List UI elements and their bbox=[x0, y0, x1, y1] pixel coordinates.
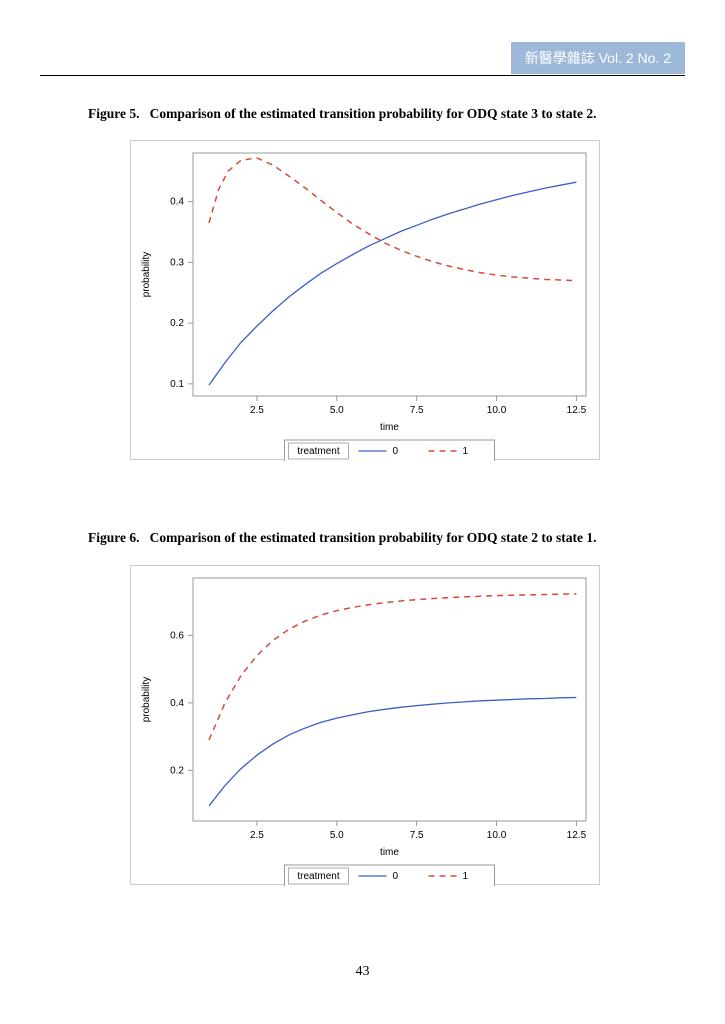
svg-text:0.2: 0.2 bbox=[170, 765, 184, 776]
figure-6-caption: Figure 6. Comparison of the estimated tr… bbox=[88, 530, 596, 546]
svg-text:probability: probability bbox=[141, 677, 152, 723]
svg-text:0.4: 0.4 bbox=[170, 698, 184, 709]
svg-text:0.3: 0.3 bbox=[170, 257, 184, 268]
page-number: 43 bbox=[0, 964, 725, 980]
svg-text:0.6: 0.6 bbox=[170, 630, 184, 641]
header-rule bbox=[40, 75, 685, 76]
svg-text:time: time bbox=[380, 847, 399, 858]
svg-text:2.5: 2.5 bbox=[250, 405, 264, 416]
svg-text:0.2: 0.2 bbox=[170, 318, 184, 329]
figure-title: Comparison of the estimated transition p… bbox=[150, 530, 597, 545]
journal-header-badge: 新醫學雜誌 Vol. 2 No. 2 bbox=[511, 42, 685, 74]
svg-text:12.5: 12.5 bbox=[567, 830, 587, 841]
journal-title-cjk: 新醫學雜誌 bbox=[525, 50, 595, 66]
svg-text:0: 0 bbox=[393, 871, 399, 882]
svg-text:1: 1 bbox=[463, 446, 469, 457]
svg-text:probability: probability bbox=[141, 252, 152, 298]
svg-text:1: 1 bbox=[463, 871, 469, 882]
figure-5-caption: Figure 5. Comparison of the estimated tr… bbox=[88, 106, 596, 122]
svg-text:10.0: 10.0 bbox=[487, 830, 507, 841]
figure-5-chart: 0.1 0.2 0.3 0.4 2.5 5.0 7.5 10.0 12.5 probability… bbox=[130, 140, 600, 460]
figure-number: Figure 5. bbox=[88, 106, 140, 121]
figure-6-chart: 0.2 0.4 0.6 2.5 5.0 7.5 10.0 12.5 probability tim… bbox=[130, 565, 600, 885]
svg-text:treatment: treatment bbox=[297, 446, 339, 457]
svg-text:2.5: 2.5 bbox=[250, 830, 264, 841]
figure-number: Figure 6. bbox=[88, 530, 140, 545]
figure-title: Comparison of the estimated transition p… bbox=[150, 106, 597, 121]
svg-text:5.0: 5.0 bbox=[330, 830, 344, 841]
svg-text:0.1: 0.1 bbox=[170, 379, 184, 390]
svg-text:0: 0 bbox=[393, 446, 399, 457]
svg-text:10.0: 10.0 bbox=[487, 405, 507, 416]
svg-text:5.0: 5.0 bbox=[330, 405, 344, 416]
journal-volume: Vol. 2 No. 2 bbox=[599, 50, 671, 66]
svg-text:treatment: treatment bbox=[297, 871, 339, 882]
svg-text:12.5: 12.5 bbox=[567, 405, 587, 416]
svg-text:7.5: 7.5 bbox=[410, 830, 424, 841]
svg-text:time: time bbox=[380, 422, 399, 433]
svg-text:0.4: 0.4 bbox=[170, 197, 184, 208]
svg-text:7.5: 7.5 bbox=[410, 405, 424, 416]
